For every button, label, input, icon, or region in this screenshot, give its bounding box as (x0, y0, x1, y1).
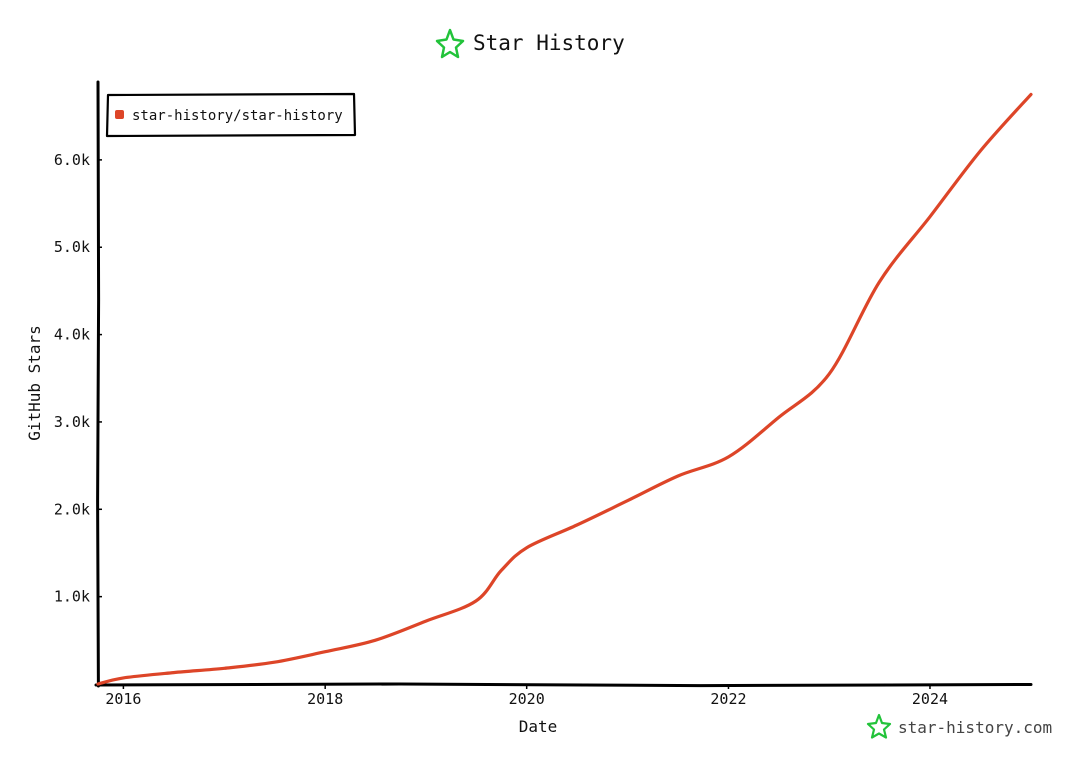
y-tick-label: 6.0k (54, 151, 90, 169)
series-layer (98, 94, 1031, 684)
x-ticks: 2016 2018 2020 2022 2024 (105, 684, 948, 708)
x-tick-label: 2018 (307, 690, 343, 708)
y-tick-label: 4.0k (54, 326, 90, 344)
watermark[interactable]: star-history.com (868, 715, 1052, 738)
x-tick-label: 2022 (710, 690, 746, 708)
legend-label: star-history/star-history (132, 108, 343, 124)
y-tick-label: 5.0k (54, 238, 90, 256)
watermark-text[interactable]: star-history.com (898, 718, 1052, 737)
y-ticks: 1.0k 2.0k 3.0k 4.0k 5.0k 6.0k (54, 151, 102, 606)
chart-title-text: Star History (473, 31, 625, 55)
x-axis-label: Date (519, 717, 558, 736)
legend: star-history/star-history (107, 94, 355, 136)
x-tick-label: 2016 (105, 690, 141, 708)
y-tick-label: 3.0k (54, 413, 90, 431)
star-outline-icon (868, 715, 890, 738)
x-tick-label: 2020 (509, 690, 545, 708)
y-tick-label: 2.0k (54, 500, 90, 518)
y-axis-label: GitHub Stars (25, 325, 44, 441)
y-tick-label: 1.0k (54, 588, 90, 606)
y-axis-line (98, 82, 99, 686)
x-tick-label: 2024 (912, 690, 948, 708)
x-axis-line (96, 684, 1031, 686)
star-outline-icon (437, 30, 463, 57)
series-line (98, 94, 1031, 684)
chart-title: Star History (437, 30, 625, 57)
legend-swatch (115, 110, 124, 119)
